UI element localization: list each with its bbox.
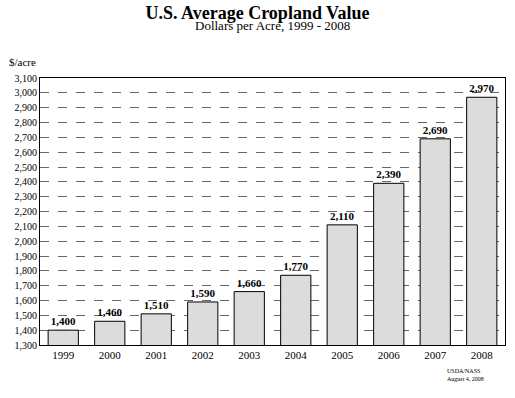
svg-text:2,110: 2,110 [330, 210, 355, 222]
svg-text:2001: 2001 [145, 349, 167, 361]
svg-text:Dollars per Acre, 1999 - 2008: Dollars per Acre, 1999 - 2008 [195, 18, 350, 33]
svg-text:2006: 2006 [378, 349, 401, 361]
svg-text:1,460: 1,460 [97, 306, 122, 318]
svg-text:2002: 2002 [192, 349, 214, 361]
svg-text:USDA/NASSAugust 4, 2008: USDA/NASSAugust 4, 2008 [447, 368, 484, 382]
svg-text:2,400: 2,400 [15, 176, 38, 187]
svg-text:2,690: 2,690 [423, 124, 448, 136]
svg-text:3,100: 3,100 [15, 73, 38, 84]
svg-text:1,700: 1,700 [15, 280, 38, 291]
svg-text:2,970: 2,970 [469, 82, 494, 94]
svg-text:1,400: 1,400 [15, 325, 38, 336]
svg-text:2,900: 2,900 [15, 102, 38, 113]
svg-text:2,300: 2,300 [15, 191, 38, 202]
svg-text:2,000: 2,000 [15, 236, 38, 247]
svg-text:U.S. Average Cropland Value: U.S. Average Cropland Value [146, 3, 370, 23]
svg-text:2,100: 2,100 [15, 221, 38, 232]
svg-text:2008: 2008 [471, 349, 494, 361]
svg-text:1,800: 1,800 [15, 265, 38, 276]
svg-text:1999: 1999 [52, 349, 75, 361]
svg-text:1,660: 1,660 [237, 277, 262, 289]
svg-text:2,600: 2,600 [15, 147, 38, 158]
svg-text:2,200: 2,200 [15, 206, 38, 217]
svg-text:1,770: 1,770 [283, 260, 308, 272]
svg-text:2,700: 2,700 [15, 132, 38, 143]
svg-text:1,510: 1,510 [144, 299, 169, 311]
svg-text:2004: 2004 [285, 349, 308, 361]
svg-text:3,000: 3,000 [15, 87, 38, 98]
svg-text:$/acre: $/acre [9, 56, 36, 68]
svg-text:1,590: 1,590 [190, 287, 215, 299]
svg-text:1,500: 1,500 [15, 310, 38, 321]
svg-text:2007: 2007 [424, 349, 447, 361]
svg-text:1,400: 1,400 [51, 315, 76, 327]
svg-text:2,390: 2,390 [376, 168, 401, 180]
svg-text:2005: 2005 [331, 349, 354, 361]
svg-text:1,300: 1,300 [15, 340, 38, 351]
svg-text:2,800: 2,800 [15, 117, 38, 128]
svg-text:2000: 2000 [99, 349, 122, 361]
svg-text:2,500: 2,500 [15, 162, 38, 173]
svg-text:1,600: 1,600 [15, 295, 38, 306]
svg-text:2003: 2003 [238, 349, 261, 361]
svg-text:1,900: 1,900 [15, 251, 38, 262]
